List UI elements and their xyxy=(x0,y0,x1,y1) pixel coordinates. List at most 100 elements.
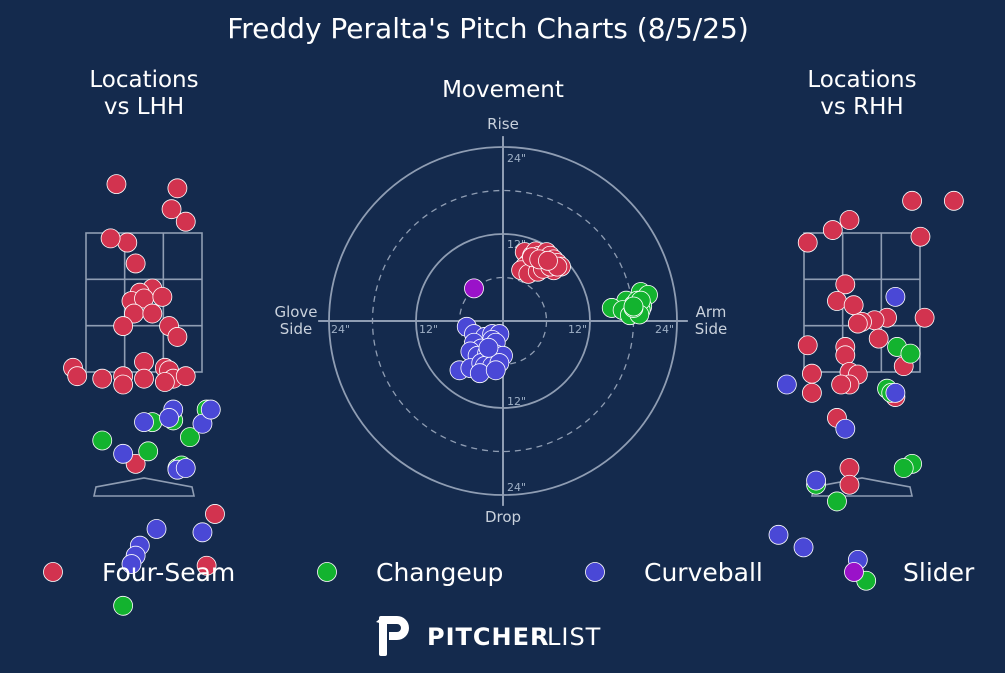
lhh-point-four-seam xyxy=(161,199,182,220)
glove-side-label-2: Side xyxy=(280,320,312,338)
lhh-point-curveball xyxy=(159,408,179,428)
rhh-point-curveball xyxy=(835,418,856,439)
lhh-locations-panel: Locations vs LHH xyxy=(63,67,225,616)
lhh-point-four-seam xyxy=(167,178,188,199)
rhh-point-curveball xyxy=(768,524,789,545)
movement-point-slider xyxy=(464,278,484,299)
lhh-point-four-seam xyxy=(117,232,138,253)
movement-point-changeup xyxy=(623,296,644,317)
legend-marker-curveball xyxy=(585,562,605,582)
lhh-panel-title: Locations xyxy=(89,67,198,93)
rhh-point-curveball xyxy=(806,470,826,491)
rhh-point-changeup xyxy=(827,491,847,512)
rhh-home-plate xyxy=(811,477,913,497)
movement-ring-label: 24" xyxy=(507,152,526,165)
lhh-point-four-seam xyxy=(67,366,88,387)
legend-label-curveball: Curveball xyxy=(644,558,763,587)
movement-ring-label: 24" xyxy=(655,323,674,336)
rhh-panel-subtitle: vs RHH xyxy=(820,94,903,120)
lhh-point-changeup xyxy=(180,427,200,448)
glove-side-label-1: Glove xyxy=(274,303,317,321)
rhh-point-four-seam xyxy=(831,374,852,395)
rhh-point-four-seam xyxy=(827,291,847,311)
rhh-point-curveball xyxy=(776,374,797,395)
lhh-point-four-seam xyxy=(152,286,173,307)
lhh-point-changeup xyxy=(138,441,159,462)
lhh-point-four-seam xyxy=(175,211,196,232)
lhh-point-four-seam xyxy=(154,372,175,392)
lhh-point-four-seam xyxy=(196,555,217,576)
rhh-point-four-seam xyxy=(943,190,964,211)
lhh-panel-subtitle: vs LHH xyxy=(104,94,184,120)
lhh-point-curveball xyxy=(134,412,154,433)
rhh-point-four-seam xyxy=(822,220,843,240)
rhh-point-four-seam xyxy=(914,307,935,328)
movement-panel-title: Movement xyxy=(442,77,564,103)
lhh-plate-shape xyxy=(93,477,195,497)
drop-label: Drop xyxy=(485,508,521,526)
legend-label-changeup: Changeup xyxy=(376,558,503,587)
rhh-point-four-seam xyxy=(835,345,856,366)
rhh-point-curveball xyxy=(885,286,906,307)
lhh-point-curveball xyxy=(113,443,134,464)
lhh-point-four-seam xyxy=(106,174,127,195)
movement-ring-label: 12" xyxy=(419,323,438,336)
rhh-locations-panel: Locations vs RHH xyxy=(768,67,964,591)
rhh-point-four-seam xyxy=(839,210,860,230)
lhh-point-curveball xyxy=(175,458,196,478)
lhh-points xyxy=(63,174,225,616)
legend-label-slider: Slider xyxy=(903,558,975,587)
lhh-point-four-seam xyxy=(134,352,154,372)
lhh-point-four-seam xyxy=(175,366,196,387)
rhh-point-four-seam xyxy=(847,313,868,334)
lhh-point-four-seam xyxy=(125,253,146,274)
rhh-point-changeup xyxy=(893,458,914,478)
rhh-point-four-seam xyxy=(902,190,922,211)
movement-ring-labels: 24"12"12"24" 12" 24"12"24" xyxy=(331,152,674,494)
lhh-point-changeup xyxy=(92,430,113,451)
lhh-point-curveball xyxy=(192,522,213,543)
movement-ring-label: 24" xyxy=(331,323,350,336)
movement-point-curveball xyxy=(485,360,506,381)
rhh-point-four-seam xyxy=(797,335,818,356)
lhh-point-four-seam xyxy=(113,316,134,336)
legend-marker-changeup xyxy=(317,562,337,582)
rhh-point-four-seam xyxy=(802,363,822,384)
pitcherlist-p-icon xyxy=(376,616,409,656)
lhh-point-four-seam xyxy=(167,327,188,347)
lhh-point-curveball xyxy=(200,399,221,420)
movement-point-curveball xyxy=(478,337,499,358)
rhh-point-four-seam xyxy=(839,458,860,478)
lhh-point-four-seam xyxy=(100,228,121,249)
lhh-point-curveball xyxy=(121,554,142,574)
movement-ring-label: 12" xyxy=(507,395,526,408)
lhh-point-four-seam xyxy=(142,303,163,324)
legend-label-four-seam: Four-Seam xyxy=(102,558,235,587)
rhh-point-four-seam xyxy=(802,382,822,403)
rhh-panel-title: Locations xyxy=(807,67,916,93)
rhh-point-four-seam xyxy=(910,226,931,247)
lhh-point-four-seam xyxy=(113,374,134,395)
logo-pitcher-text: PITCHER xyxy=(427,623,549,651)
lhh-home-plate xyxy=(93,477,195,497)
rhh-point-four-seam xyxy=(797,232,818,253)
rhh-point-curveball xyxy=(793,537,814,558)
logo-list-text: LIST xyxy=(547,623,601,651)
rhh-plate-shape xyxy=(811,477,913,497)
movement-point-four-seam xyxy=(538,250,558,271)
rhh-point-four-seam xyxy=(835,274,856,295)
movement-ring-label: 12" xyxy=(568,323,587,336)
lhh-point-four-seam xyxy=(92,368,113,389)
legend-marker-slider xyxy=(844,562,864,582)
movement-ring-label: 24" xyxy=(507,481,526,494)
rhh-point-four-seam xyxy=(839,474,860,495)
rhh-point-four-seam xyxy=(843,295,864,316)
movement-panel: Movement Rise Drop Glove Side Arm Side 2… xyxy=(274,77,727,526)
legend: Four-Seam Changeup Curveball Slider xyxy=(43,558,975,587)
lhh-point-curveball xyxy=(146,519,167,539)
lhh-point-changeup xyxy=(113,595,134,616)
legend-marker-four-seam xyxy=(43,562,63,582)
rhh-point-changeup xyxy=(900,343,921,364)
pitcherlist-logo: PITCHER LIST xyxy=(376,616,601,656)
